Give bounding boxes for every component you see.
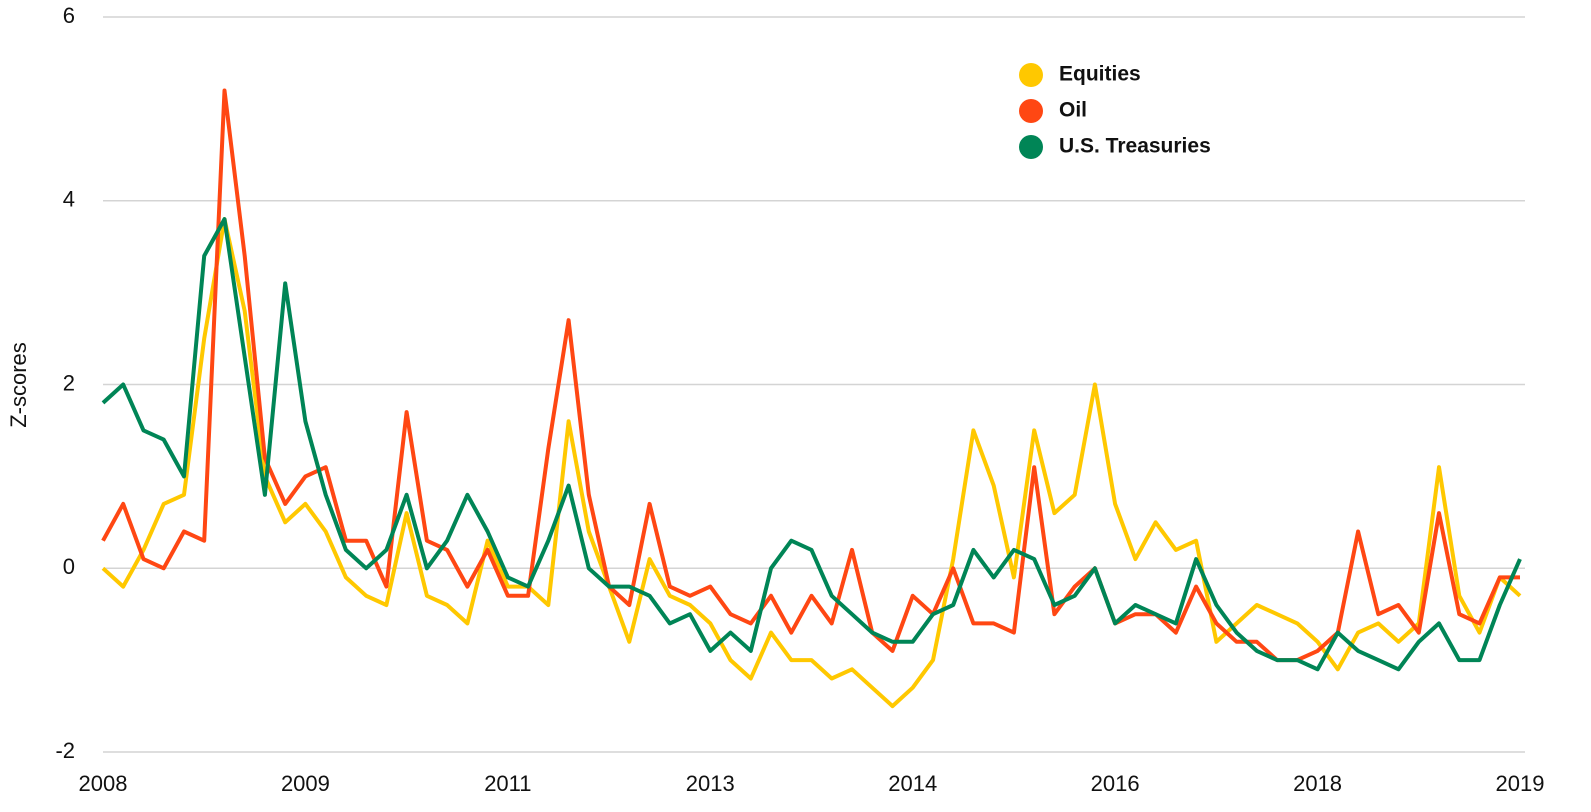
legend-label: Oil [1059, 99, 1087, 122]
legend-label: U.S. Treasuries [1059, 135, 1211, 158]
legend-label: Equities [1059, 63, 1141, 86]
legend-swatch [1019, 99, 1043, 123]
y-tick-label: 4 [63, 187, 75, 212]
y-tick-label: 2 [63, 370, 75, 395]
y-tick-label: 6 [63, 3, 75, 28]
y-tick-label: -2 [55, 738, 75, 763]
x-tick-label: 2014 [888, 771, 937, 796]
x-tick-label: 2008 [79, 771, 128, 796]
series-line [101, 88, 1520, 663]
y-axis-label: Z-scores [6, 342, 31, 428]
legend-swatch [1019, 63, 1043, 87]
x-tick-label: 2009 [281, 771, 330, 796]
x-tick-label: 2011 [484, 771, 531, 796]
x-tick-label: 2019 [1496, 771, 1545, 796]
series-line [101, 217, 1522, 672]
legend-swatch [1019, 135, 1043, 159]
x-tick-label: 2016 [1091, 771, 1140, 796]
x-tick-label: 2013 [686, 771, 735, 796]
series-line [101, 217, 1522, 709]
y-tick-label: 0 [63, 554, 75, 579]
x-tick-label: 2018 [1293, 771, 1342, 796]
